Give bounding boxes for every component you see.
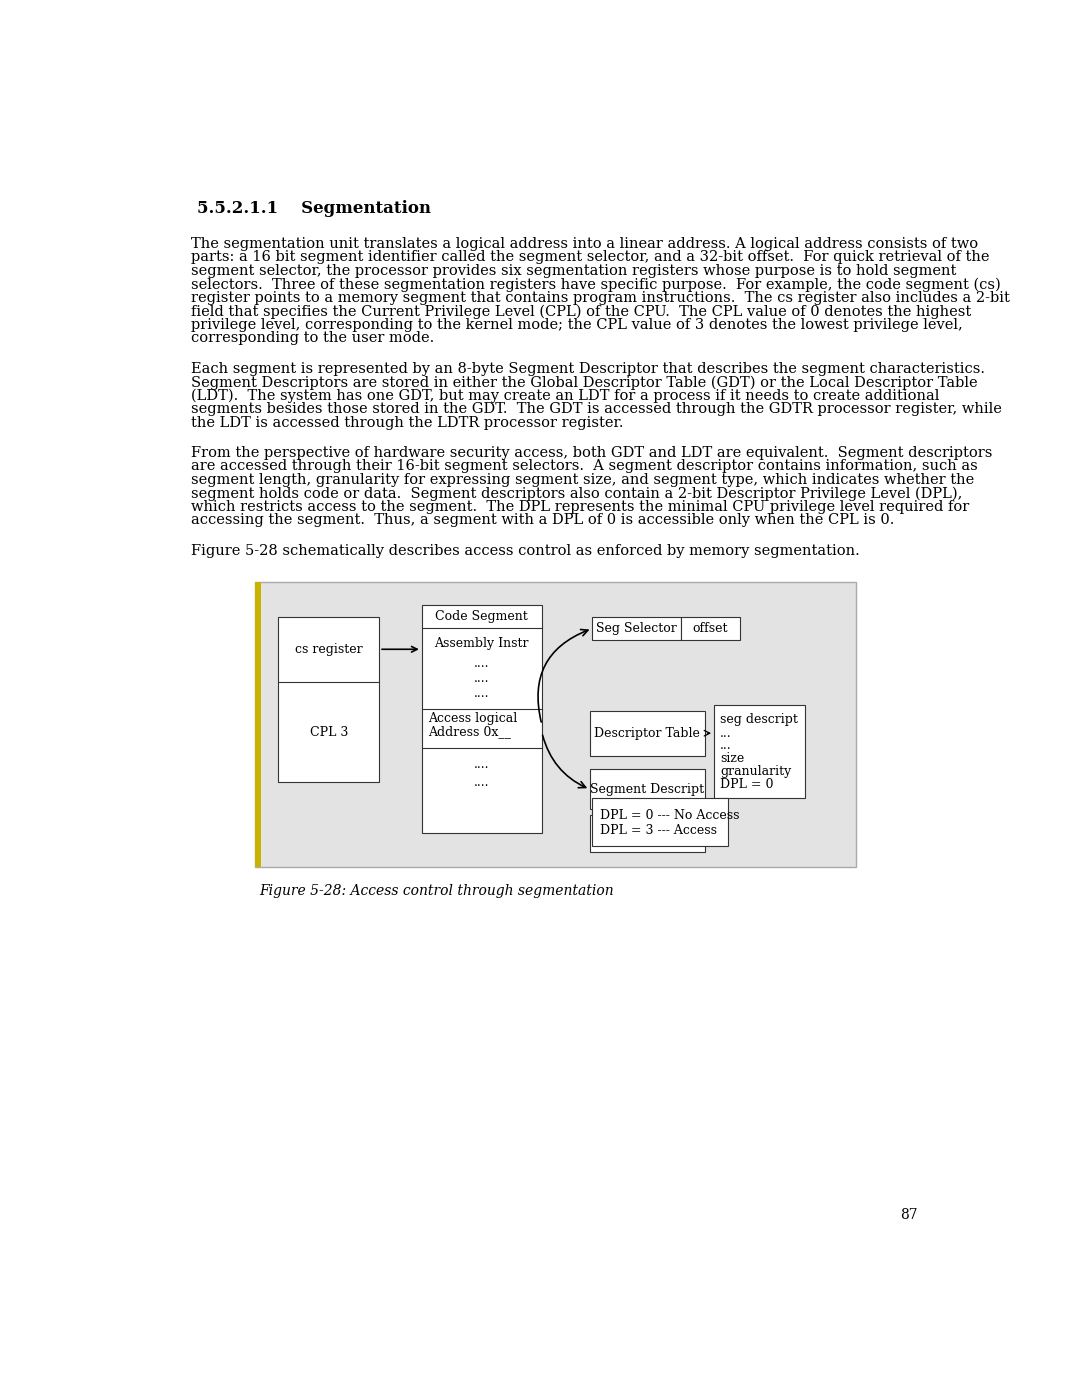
Text: Address 0x__: Address 0x__ <box>428 725 511 738</box>
Bar <box>681 617 740 640</box>
Text: DPL = 0: DPL = 0 <box>720 778 773 791</box>
Text: ....: .... <box>474 672 489 685</box>
Text: ....: .... <box>474 657 489 669</box>
Bar <box>279 617 379 782</box>
Text: are accessed through their 16-bit segment selectors.  A segment descriptor conta: are accessed through their 16-bit segmen… <box>191 460 977 474</box>
Text: segment selector, the processor provides six segmentation registers whose purpos: segment selector, the processor provides… <box>191 264 956 278</box>
Bar <box>592 617 681 640</box>
Text: Descriptor Table: Descriptor Table <box>594 726 700 739</box>
Text: accessing the segment.  Thus, a segment with a DPL of 0 is accessible only when : accessing the segment. Thus, a segment w… <box>191 513 894 528</box>
Text: Assembly Instr: Assembly Instr <box>434 637 529 651</box>
Text: offset: offset <box>692 622 728 636</box>
Bar <box>590 770 704 809</box>
Text: corresponding to the user mode.: corresponding to the user mode. <box>191 331 434 345</box>
Text: CPL 3: CPL 3 <box>310 726 348 739</box>
Text: Access logical: Access logical <box>428 712 517 725</box>
Text: 87: 87 <box>900 1208 918 1222</box>
Text: size: size <box>720 752 744 764</box>
Bar <box>714 705 806 798</box>
Text: register points to a memory segment that contains program instructions.  The cs : register points to a memory segment that… <box>191 291 1010 305</box>
Text: Each segment is represented by an 8-byte Segment Descriptor that describes the s: Each segment is represented by an 8-byte… <box>191 362 985 376</box>
Text: parts: a 16 bit segment identifier called the segment selector, and a 32-bit off: parts: a 16 bit segment identifier calle… <box>191 250 989 264</box>
Text: From the perspective of hardware security access, both GDT and LDT are equivalen: From the perspective of hardware securit… <box>191 446 993 460</box>
FancyArrowPatch shape <box>538 630 588 722</box>
Text: seg descript: seg descript <box>720 714 798 726</box>
Text: ....: .... <box>474 759 489 771</box>
Text: DPL = 0 --- No Access: DPL = 0 --- No Access <box>600 809 740 821</box>
Text: Code Segment: Code Segment <box>435 610 528 623</box>
Bar <box>255 583 855 868</box>
Text: DPL = 3 --- Access: DPL = 3 --- Access <box>600 824 717 837</box>
Text: ....: .... <box>474 775 489 789</box>
Text: The segmentation unit translates a logical address into a linear address. A logi: The segmentation unit translates a logic… <box>191 237 977 251</box>
Text: ....: .... <box>474 687 489 700</box>
FancyArrowPatch shape <box>542 735 585 788</box>
Text: Seg Selector: Seg Selector <box>596 622 677 636</box>
Bar <box>255 583 260 868</box>
Text: Figure 5-28 schematically describes access control as enforced by memory segment: Figure 5-28 schematically describes acce… <box>191 543 860 557</box>
Text: ...: ... <box>720 739 732 753</box>
Text: ...: ... <box>720 726 732 740</box>
Bar <box>590 814 704 852</box>
Text: segments besides those stored in the GDT.  The GDT is accessed through the GDTR : segments besides those stored in the GDT… <box>191 402 1001 416</box>
Text: Segment Descript: Segment Descript <box>590 782 704 796</box>
Text: cs register: cs register <box>295 643 363 655</box>
Text: granularity: granularity <box>720 764 792 778</box>
Text: which restricts access to the segment.  The DPL represents the minimal CPU privi: which restricts access to the segment. T… <box>191 500 969 514</box>
Text: segment length, granularity for expressing segment size, and segment type, which: segment length, granularity for expressi… <box>191 474 974 488</box>
Text: the LDT is accessed through the LDTR processor register.: the LDT is accessed through the LDTR pro… <box>191 415 623 430</box>
Bar <box>592 798 728 845</box>
Text: Segment Descriptors are stored in either the Global Descriptor Table (GDT) or th: Segment Descriptors are stored in either… <box>191 376 977 390</box>
Text: selectors.  Three of these segmentation registers have specific purpose.  For ex: selectors. Three of these segmentation r… <box>191 278 1000 292</box>
Bar <box>422 605 542 833</box>
Text: field that specifies the Current Privilege Level (CPL) of the CPU.  The CPL valu: field that specifies the Current Privile… <box>191 305 971 319</box>
Text: Figure 5-28: Access control through segmentation: Figure 5-28: Access control through segm… <box>259 884 613 898</box>
Text: privilege level, corresponding to the kernel mode; the CPL value of 3 denotes th: privilege level, corresponding to the ke… <box>191 317 962 332</box>
Text: (LDT).  The system has one GDT, but may create an LDT for a process if it needs : (LDT). The system has one GDT, but may c… <box>191 388 940 402</box>
Text: segment holds code or data.  Segment descriptors also contain a 2-bit Descriptor: segment holds code or data. Segment desc… <box>191 486 962 500</box>
Text: 5.5.2.1.1    Segmentation: 5.5.2.1.1 Segmentation <box>197 200 431 217</box>
Bar <box>590 711 704 756</box>
